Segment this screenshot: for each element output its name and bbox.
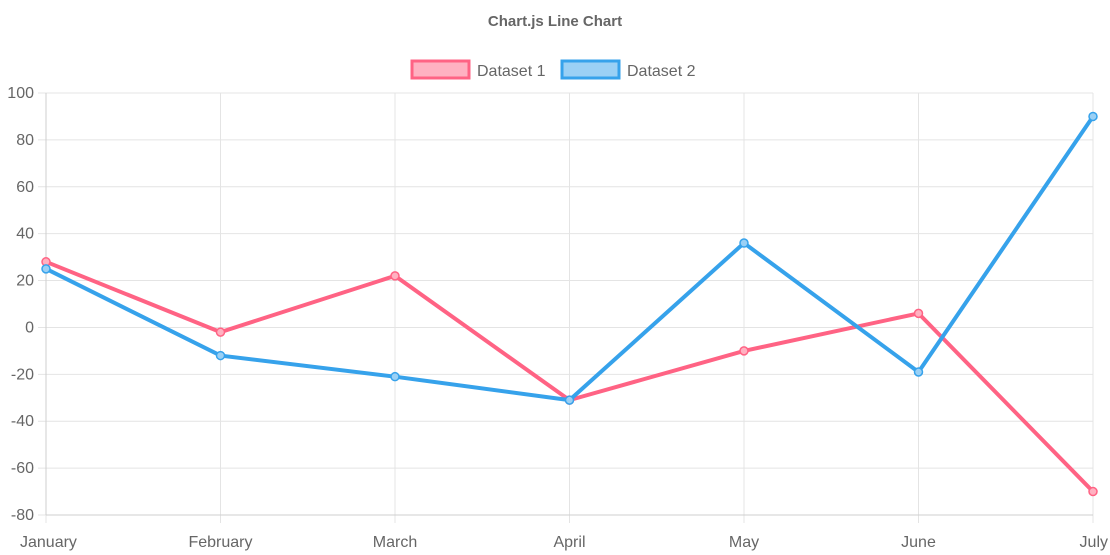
- data-point: [215, 327, 226, 337]
- x-axis: January February March April May June July: [20, 534, 1108, 551]
- data-point: [41, 264, 51, 274]
- legend: Dataset 1 Dataset 2: [410, 59, 696, 80]
- y-tick-label: 60: [16, 179, 34, 196]
- legend-label-dataset-2: Dataset 2: [627, 63, 696, 80]
- data-point: [1088, 111, 1098, 122]
- data-point: [215, 350, 226, 361]
- y-tick-label: -80: [11, 507, 34, 524]
- x-tick-label: April: [553, 534, 585, 551]
- legend-swatch-dataset-1: [410, 59, 471, 80]
- data-point: [390, 371, 400, 382]
- x-tick-label: February: [188, 534, 252, 551]
- data-point: [1088, 486, 1098, 497]
- legend-label-dataset-1: Dataset 1: [477, 63, 546, 80]
- data-point: [390, 271, 400, 281]
- y-tick-label: 80: [16, 132, 34, 149]
- legend-swatch-dataset-2: [560, 59, 621, 80]
- chart-title: Chart.js Line Chart: [488, 13, 622, 30]
- y-tick-label: -20: [11, 366, 34, 383]
- y-tick-label: 20: [16, 273, 34, 290]
- x-tick-label: January: [20, 534, 77, 551]
- y-tick-label: -60: [11, 460, 34, 477]
- series-group: [41, 111, 1098, 497]
- data-point: [739, 346, 749, 356]
- y-axis: 100 80 60 40 20 0 -20 -40 -60 -80: [7, 85, 34, 524]
- x-tick-label: March: [373, 534, 417, 551]
- x-tick-label: June: [901, 534, 936, 551]
- data-point: [913, 367, 924, 377]
- x-tick-label: July: [1080, 534, 1108, 551]
- y-tick-label: 0: [25, 319, 34, 336]
- y-tick-label: 100: [7, 85, 34, 102]
- y-tick-label: -40: [11, 413, 34, 430]
- x-tick-label: May: [729, 534, 759, 551]
- y-tick-label: 40: [16, 226, 34, 243]
- data-point: [564, 395, 575, 405]
- grid: [38, 92, 1094, 523]
- data-point: [913, 308, 924, 319]
- data-point: [739, 238, 749, 248]
